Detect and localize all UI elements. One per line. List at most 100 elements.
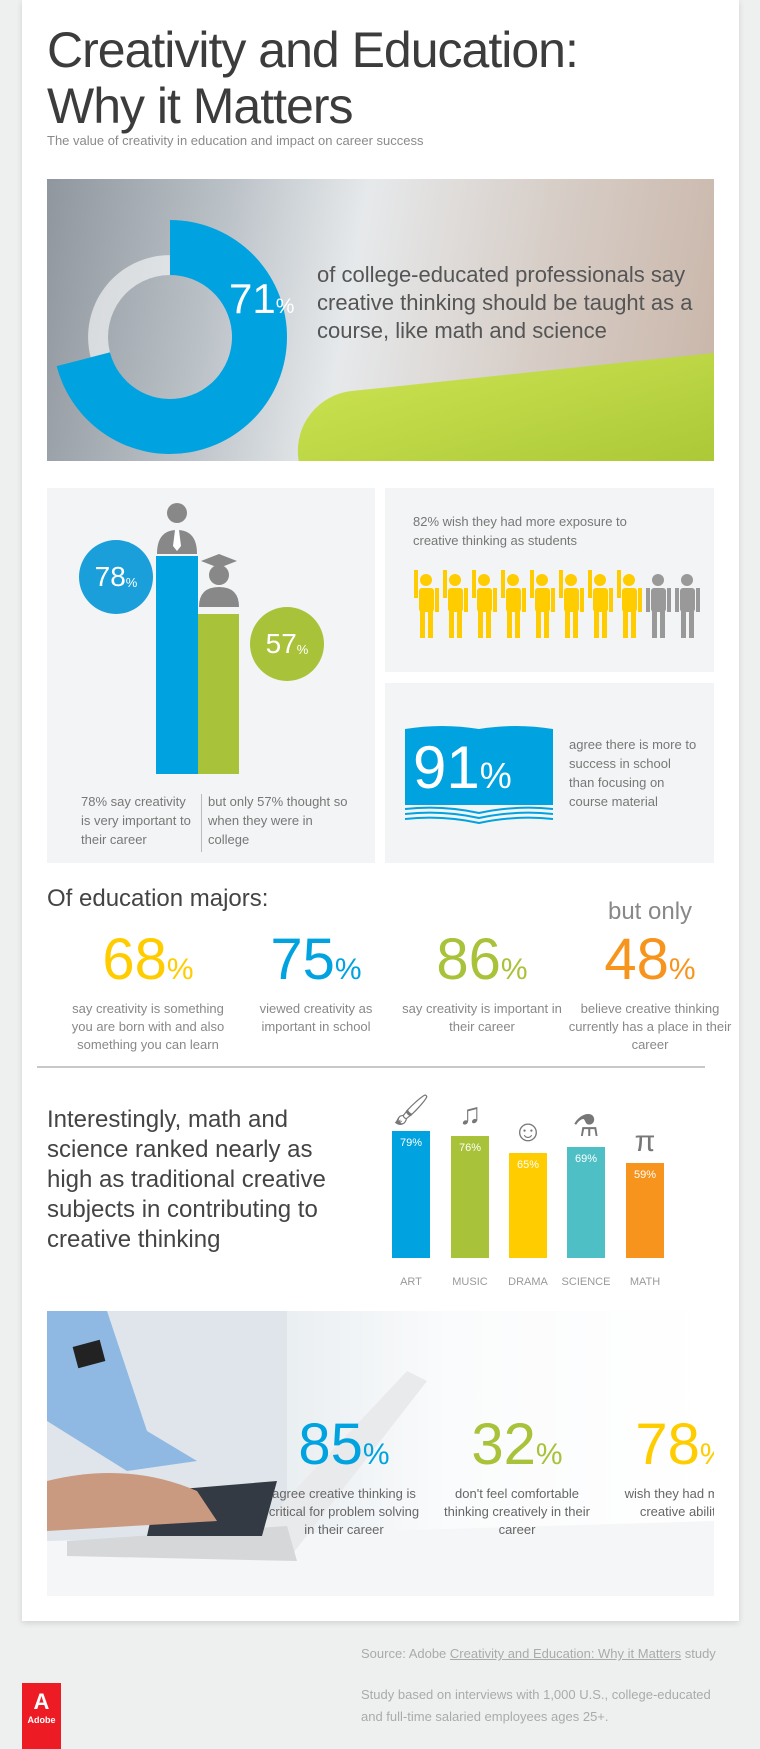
- donut-value-arc: [56, 220, 288, 454]
- stat-number: 85: [298, 1412, 363, 1477]
- stat-percent: 68%: [63, 930, 233, 1000]
- percent-sign: %: [500, 953, 528, 986]
- bar-category-label: MATH: [629, 1276, 661, 1288]
- section-divider: [37, 1066, 705, 1068]
- bar-drama: 65%: [509, 1153, 547, 1258]
- stat-description: wish they had more creative ability: [624, 1486, 714, 1519]
- raised-hand-person-icon: [440, 570, 468, 640]
- exposure-text: 82% wish they had more exposure to creat…: [413, 514, 627, 548]
- stat-number: 48: [604, 927, 669, 992]
- source-link[interactable]: Creativity and Education: Why it Matters: [449, 1646, 682, 1661]
- bar-category-label: ART: [400, 1276, 422, 1288]
- stat-number: 32: [471, 1412, 536, 1477]
- raised-hand-person-icon: [411, 570, 439, 640]
- percent-sign: %: [166, 953, 194, 986]
- education-majors-heading: Of education majors:: [47, 885, 269, 912]
- stat-percent: 32%: [437, 1415, 597, 1485]
- exposure-panel: 82% wish they had more exposure to creat…: [385, 488, 714, 672]
- education-stat: 48% believe creative thinking currently h…: [565, 930, 735, 1054]
- music-note-icon: ♫: [458, 1097, 482, 1131]
- stat-number: 68: [102, 927, 167, 992]
- stat-description: agree creative thinking is critical for …: [268, 1486, 420, 1537]
- education-stat: 86% say creativity is important in their …: [397, 930, 567, 1036]
- person-icon: [672, 570, 700, 640]
- bar-value-label: 59%: [633, 1169, 657, 1181]
- graduate-icon: [199, 554, 239, 607]
- title-line: Why it Matters: [47, 78, 353, 134]
- donut-chart: [56, 220, 288, 454]
- subjects-text: Interestingly, math and science ranked n…: [47, 1106, 326, 1253]
- education-stat: 68% say creativity is something you are b…: [63, 930, 233, 1054]
- flask-icon: ⚗: [572, 1109, 600, 1143]
- hero-percent: 71%: [229, 275, 294, 323]
- title-line: Creativity and Education:: [47, 22, 579, 78]
- bar-value-label: 65%: [516, 1159, 540, 1172]
- bar-category-label: DRAMA: [508, 1276, 548, 1288]
- raised-hand-person-icon: [498, 570, 526, 640]
- but-only-label: but only: [607, 898, 693, 925]
- stat-number: 86: [436, 927, 501, 992]
- laptop-illustration: [47, 1311, 714, 1596]
- raised-hand-person-icon: [585, 570, 613, 640]
- caption-divider: [201, 794, 202, 852]
- stat-percent: 75%: [231, 930, 401, 1000]
- stat-number: 78: [635, 1412, 700, 1477]
- source-suffix: study: [681, 1646, 716, 1661]
- career-stat: 78%wish they had more creative ability: [601, 1415, 714, 1521]
- college-bubble: 57%: [250, 607, 324, 681]
- bar-category-label: MUSIC: [452, 1276, 488, 1288]
- laptop-photo: 85% agree creative thinking is critical f…: [47, 1311, 714, 1596]
- stat-percent: 78%: [601, 1415, 714, 1485]
- stat-percent: 86%: [397, 930, 567, 1000]
- raised-hand-person-icon: [527, 570, 555, 640]
- page-title: Creativity and Education: Why it Matters: [47, 22, 579, 134]
- percent-sign: %: [275, 295, 295, 318]
- success-percent: 91%: [413, 738, 512, 806]
- stat-description: say creativity is something you are born…: [71, 1001, 225, 1052]
- percent-sign: %: [334, 953, 362, 986]
- stat-percent: 85%: [264, 1415, 424, 1485]
- percent-sign: %: [535, 1438, 563, 1471]
- bar-value-label: 76%: [458, 1141, 482, 1154]
- donut-remainder: [88, 255, 170, 358]
- paintbrush-icon: 🖌: [391, 1093, 431, 1127]
- hero-text: of college-educated professionals say cr…: [317, 262, 693, 343]
- pi-icon: π: [634, 1125, 656, 1158]
- hero-number: 71: [229, 275, 276, 322]
- bar-music: 76%: [451, 1135, 489, 1258]
- person-icon: [643, 570, 671, 640]
- bar-value-label: 79%: [399, 1136, 423, 1149]
- bar-art: 79%: [392, 1130, 430, 1258]
- subtitle: The value of creativity in education and…: [47, 133, 424, 148]
- adobe-a-icon: A: [33, 1689, 50, 1714]
- career-vs-college-panel: 78% 57% 78% say creativity is very impor…: [47, 488, 375, 863]
- adobe-logo: A Adobe: [22, 1683, 61, 1749]
- success-text: agree there is more to success in school…: [569, 737, 697, 809]
- percent-sign: %: [479, 755, 512, 796]
- study-note: Study based on interviews with 1,000 U.S…: [361, 1687, 711, 1724]
- career-bar: [156, 555, 198, 774]
- stat-description: viewed creativity as important in school: [259, 1001, 373, 1034]
- stat-description: don't feel comfortable thinking creative…: [444, 1486, 590, 1537]
- book-icon: [405, 726, 553, 825]
- caption-career: 78% say creativity is very important to …: [81, 794, 191, 847]
- stat-number: 75: [270, 927, 335, 992]
- percent-sign: %: [668, 953, 696, 986]
- success-panel: 91% agree there is more to success in sc…: [385, 683, 714, 863]
- percent-sign: %: [700, 1438, 714, 1471]
- percent-sign: %: [296, 641, 309, 657]
- bar-category-label: SCIENCE: [561, 1276, 611, 1288]
- percent-sign: %: [362, 1438, 390, 1471]
- raised-hand-person-icon: [556, 570, 584, 640]
- bar-math: 59%: [626, 1163, 664, 1258]
- hero-image: 71% of college-educated professionals sa…: [47, 179, 714, 461]
- career-stat: 85% agree creative thinking is critical f…: [264, 1415, 424, 1539]
- drama-mask-icon: ☺: [512, 1115, 544, 1149]
- bar-value-label: 69%: [574, 1152, 598, 1165]
- caption-college: but only 57% thought so when they were i…: [208, 794, 348, 847]
- bar-science: 69%: [567, 1146, 605, 1258]
- career-stat: 32% don't feel comfortable thinking creat…: [437, 1415, 597, 1539]
- percent-sign: %: [125, 574, 138, 590]
- career-bubble: 78%: [79, 540, 153, 614]
- people-row: [411, 570, 701, 640]
